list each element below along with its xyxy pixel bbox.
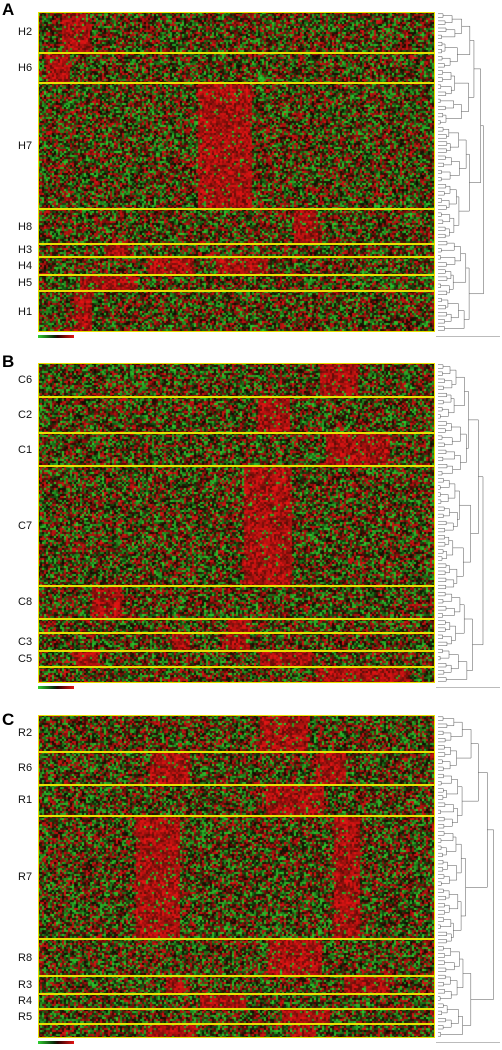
cluster-separator: [38, 290, 435, 293]
cluster-separator: [38, 938, 435, 941]
cluster-label: C8: [18, 596, 33, 609]
panel-letter: C: [2, 710, 15, 729]
cluster-label: R7: [18, 871, 33, 884]
dendrogram-tree: [438, 364, 484, 682]
cluster-label: H3: [18, 244, 33, 257]
cluster-separator: [38, 396, 435, 399]
cluster-label: H8: [18, 220, 33, 233]
heatmap: [38, 363, 435, 683]
panel-letter: A: [2, 0, 15, 19]
dendrogram: [436, 363, 500, 688]
cluster-label: C3: [18, 635, 33, 648]
cluster-separator: [38, 750, 435, 753]
cluster-label: H7: [18, 140, 33, 152]
cluster-label: R5: [18, 1010, 33, 1023]
cluster-label: R6: [18, 762, 33, 775]
cluster-separator: [38, 255, 435, 258]
cluster-separator: [38, 665, 435, 668]
dendrogram: [436, 715, 500, 1043]
cluster-label: H2: [18, 26, 33, 39]
cluster-label: R3: [18, 978, 33, 991]
heatmap: [38, 12, 435, 332]
cluster-separator: [38, 585, 435, 588]
cluster-label: H5: [18, 277, 33, 290]
cluster-label: R2: [18, 727, 33, 740]
panel-a: A H2 H6 H7 H8 H3 H4 H5 H1: [0, 0, 502, 340]
cluster-separator: [38, 975, 435, 978]
dendrogram: [436, 12, 500, 337]
heatmap-canvas: [38, 363, 435, 683]
dendrogram-scale: [436, 687, 500, 688]
cluster-separator: [38, 783, 435, 786]
dendrogram-scale: [436, 1042, 500, 1043]
heatmap-canvas: [38, 12, 435, 332]
cluster-label: C2: [18, 409, 33, 422]
dendrogram-tree: [438, 716, 494, 1037]
color-scale-bar: [38, 335, 74, 338]
cluster-separator: [38, 432, 435, 435]
cluster-separator: [38, 51, 435, 54]
cluster-separator: [38, 207, 435, 210]
cluster-separator: [38, 617, 435, 620]
cluster-label: H1: [18, 305, 33, 318]
cluster-label: H4: [18, 259, 33, 272]
cluster-label: C6: [18, 374, 33, 387]
heatmap: [38, 715, 435, 1038]
cluster-separator: [38, 649, 435, 652]
cluster-separator: [38, 992, 435, 995]
cluster-separator: [38, 464, 435, 467]
color-scale-bar: [38, 686, 74, 689]
cluster-label: H6: [18, 62, 33, 75]
cluster-label: R1: [18, 794, 33, 807]
panel-c: C R2 R6 R1 R7 R8 R3 R4 R5: [0, 710, 502, 1050]
cluster-label: R8: [18, 951, 33, 964]
cluster-separator: [38, 243, 435, 246]
dendrogram-scale: [436, 336, 500, 337]
color-scale-bar: [38, 1041, 74, 1044]
cluster-separator: [38, 82, 435, 85]
cluster-separator: [38, 273, 435, 276]
cluster-label: C5: [18, 652, 33, 665]
cluster-separator: [38, 1007, 435, 1010]
cluster-label: C7: [18, 520, 33, 533]
cluster-separator: [38, 814, 435, 817]
dendrogram-tree: [438, 13, 484, 331]
cluster-label: C1: [18, 443, 33, 456]
cluster-label: R4: [18, 995, 33, 1008]
cluster-separator: [38, 1023, 435, 1026]
panel-b: B C6 C2 C1 C7 C8 C3 C5: [0, 352, 502, 692]
heatmap-canvas: [38, 715, 435, 1038]
cluster-separator: [38, 631, 435, 634]
panel-letter: B: [2, 352, 15, 371]
